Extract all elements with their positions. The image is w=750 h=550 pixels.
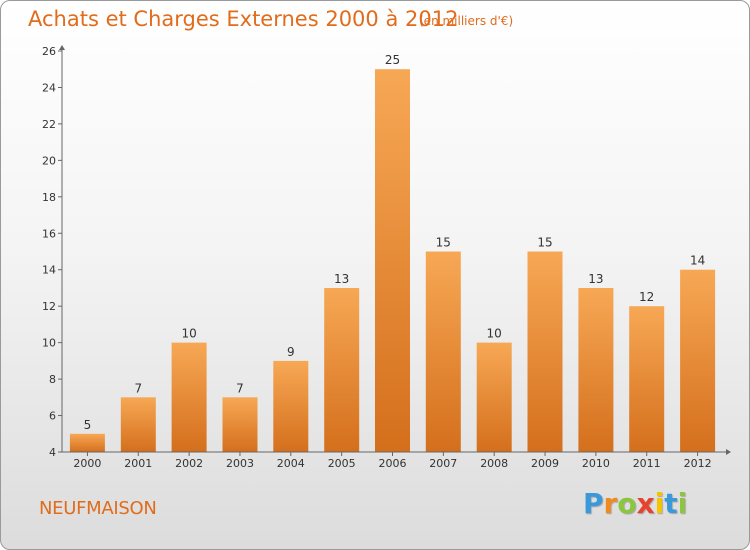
bar-2007	[425, 251, 461, 452]
value-label: 12	[639, 290, 654, 304]
proxiti-logo: Proxiti	[583, 487, 687, 520]
bars-group	[69, 69, 716, 452]
bar-2011	[629, 306, 665, 452]
bar-2008	[476, 342, 512, 452]
x-tick-label: 2011	[633, 457, 661, 470]
chart-title: Achats et Charges Externes 2000 à 2012	[28, 7, 459, 31]
value-label: 14	[690, 254, 705, 268]
bar-2005	[324, 288, 360, 452]
x-tick-label: 2012	[684, 457, 712, 470]
axes-group	[58, 45, 731, 456]
x-tick-label: 2008	[480, 457, 508, 470]
value-label: 13	[334, 272, 349, 286]
value-label: 10	[487, 327, 502, 341]
y-tick-label: 18	[42, 191, 56, 204]
y-tick-label: 12	[42, 300, 56, 313]
commune-name: NEUFMAISON	[39, 498, 157, 519]
x-tick-label: 2009	[531, 457, 559, 470]
y-tick-label: 20	[42, 154, 56, 167]
bar-2002	[171, 342, 207, 452]
bar-2001	[120, 397, 156, 452]
bar-2003	[222, 397, 258, 452]
y-tick-label: 26	[42, 45, 56, 58]
logo-letter: r	[603, 487, 618, 520]
value-label: 15	[537, 236, 552, 250]
bar-2012	[680, 269, 716, 452]
y-tick-label: 24	[42, 82, 56, 95]
value-label: 7	[134, 381, 142, 395]
logo-letter: o	[617, 487, 637, 520]
logo-letter: t	[664, 487, 678, 520]
value-label: 13	[588, 272, 603, 286]
x-tick-label: 2004	[277, 457, 305, 470]
x-tick-label: 2003	[226, 457, 254, 470]
value-label: 9	[287, 345, 295, 359]
x-tick-label: 2000	[73, 457, 101, 470]
x-tick-label: 2007	[429, 457, 457, 470]
labels-group: 5 2000 7 2001 10 2002 7 2003 9 2004 13 2005 25 2006 15…	[42, 45, 712, 470]
x-tick-label: 2002	[175, 457, 203, 470]
value-label: 5	[84, 418, 92, 432]
x-tick-label: 2005	[328, 457, 356, 470]
x-tick-label: 2001	[124, 457, 152, 470]
y-tick-label: 16	[42, 227, 56, 240]
x-tick-label: 2006	[379, 457, 407, 470]
y-tick-label: 4	[49, 446, 56, 459]
bar-2009	[527, 251, 563, 452]
logo-letter: i	[677, 487, 688, 520]
value-label: 10	[181, 327, 196, 341]
logo-letter: P	[583, 487, 604, 520]
y-tick-label: 22	[42, 118, 56, 131]
chart-unit: (en milliers d'€)	[419, 14, 514, 28]
bar-2006	[375, 69, 410, 452]
x-axis-arrow	[726, 449, 731, 455]
y-tick-label: 14	[42, 264, 56, 277]
value-label: 7	[236, 381, 244, 395]
bar-2000	[69, 433, 105, 452]
value-label: 25	[385, 53, 400, 67]
value-label: 15	[436, 236, 451, 250]
logo-letter: i	[654, 487, 665, 520]
y-axis-arrow	[59, 45, 65, 50]
x-tick-label: 2010	[582, 457, 610, 470]
y-tick-label: 6	[49, 410, 56, 423]
y-tick-label: 10	[42, 337, 56, 350]
y-tick-label: 8	[49, 373, 56, 386]
bar-2004	[273, 360, 309, 452]
logo-letter: x	[636, 487, 655, 520]
bar-2010	[578, 288, 614, 452]
